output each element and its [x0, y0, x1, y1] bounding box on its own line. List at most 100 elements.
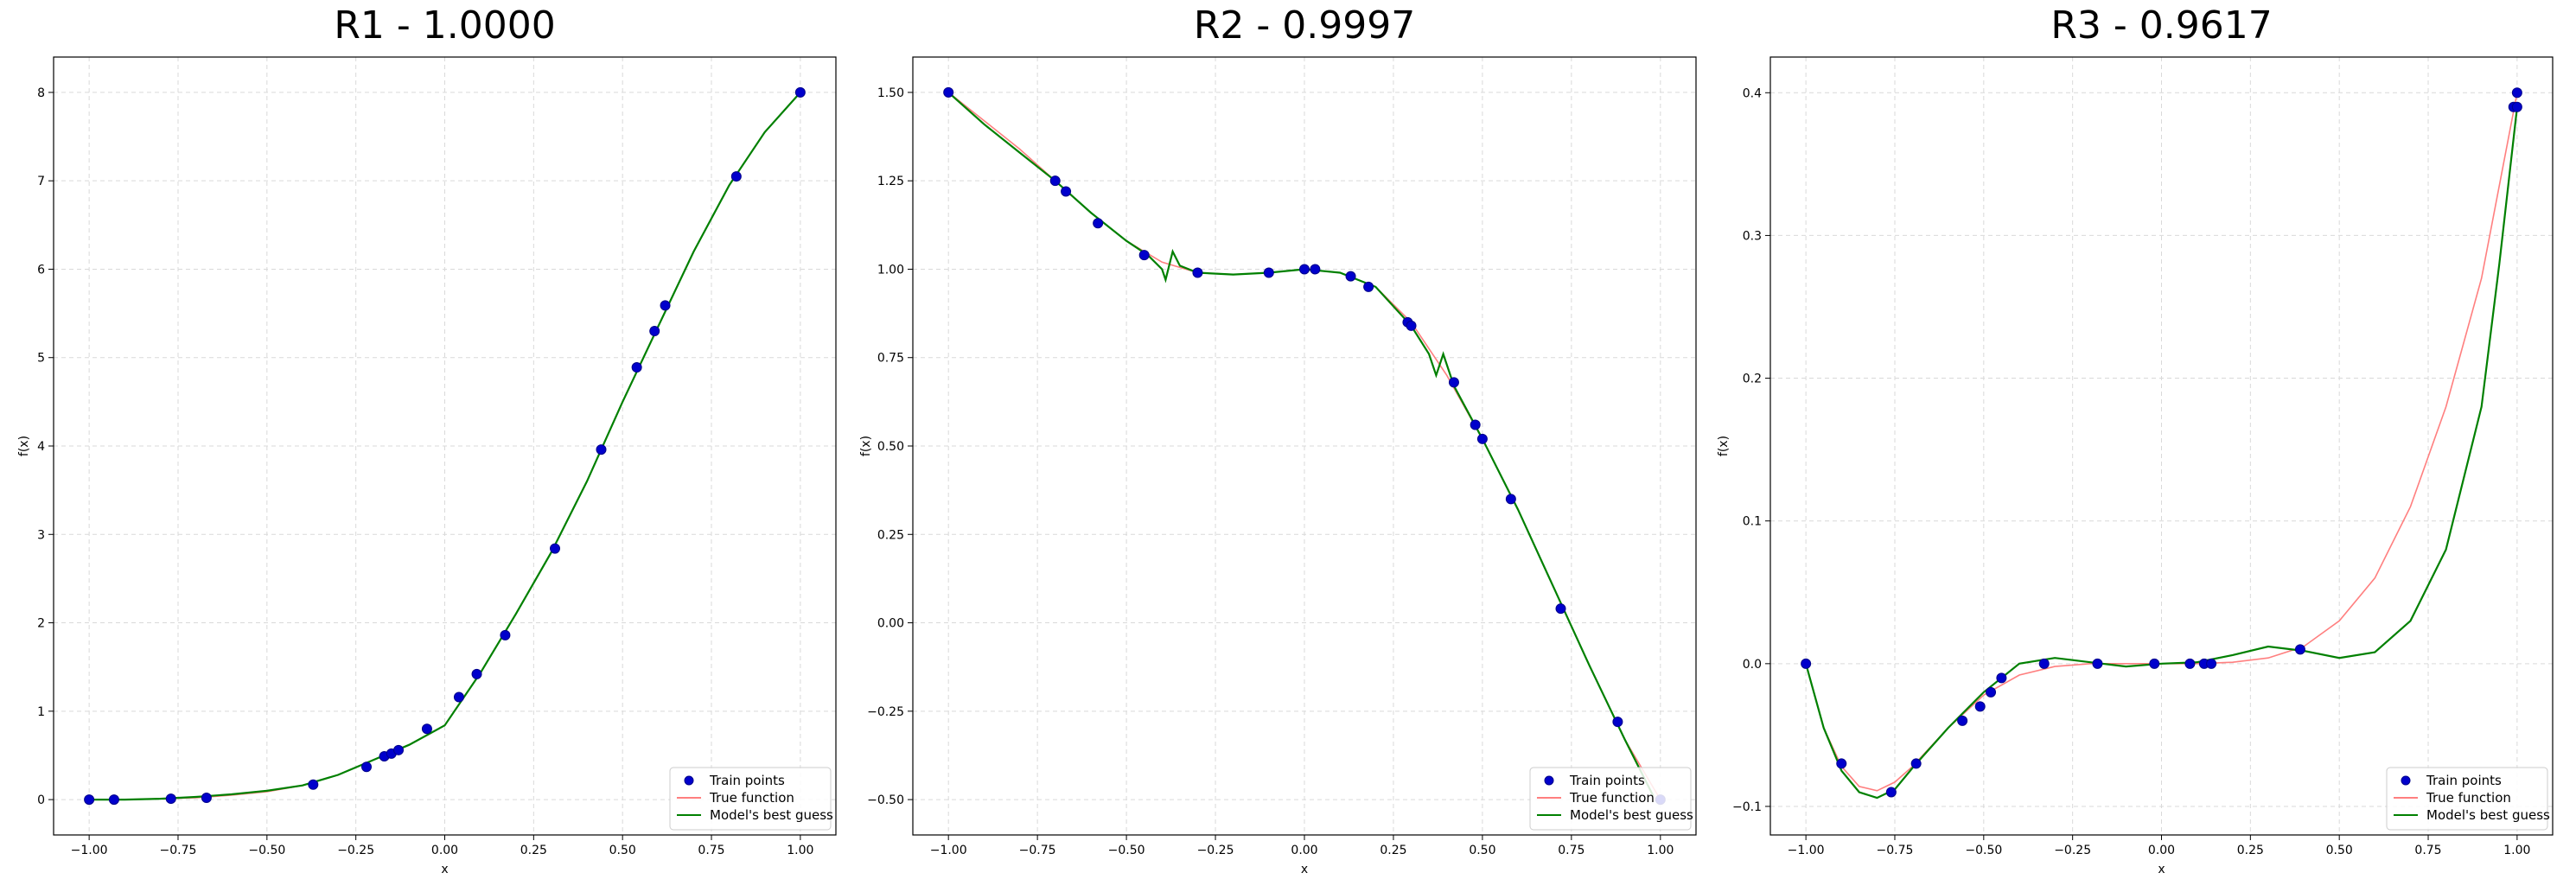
y-tick-label: 0.3 — [1743, 229, 1762, 243]
train-point — [1505, 494, 1516, 505]
train-point — [596, 444, 607, 456]
train-point — [165, 793, 176, 805]
x-tick-label: 0.50 — [2326, 844, 2353, 857]
train-point — [108, 794, 119, 806]
legend-marker-train — [2401, 775, 2411, 786]
x-tick-label: 0.75 — [2414, 844, 2441, 857]
chart-panel-1: −1.00 −0.75 −0.50 −0.25 0.00 0.25 0.50 0.75 1.00… — [17, 3, 837, 876]
x-tick-label: −1.00 — [1788, 844, 1825, 857]
y-tick-label: −0.25 — [867, 705, 904, 719]
legend-label: True function — [2426, 790, 2511, 806]
train-point — [393, 744, 405, 755]
train-point — [84, 794, 95, 806]
train-point — [1345, 271, 1356, 282]
chart-panel-2: −1.00 −0.75 −0.50 −0.25 0.00 0.25 0.50 0.75 1.00… — [859, 3, 1697, 876]
x-tick-label: −1.00 — [71, 844, 108, 857]
train-point — [2511, 87, 2522, 99]
train-point — [201, 793, 212, 804]
y-tick-label: 0.00 — [877, 617, 904, 631]
train-point — [1299, 264, 1310, 275]
y-tick-label: 3 — [37, 528, 45, 542]
legend-label: Train points — [709, 773, 785, 788]
train-point — [308, 779, 319, 790]
train-point — [471, 668, 482, 679]
x-tick-label: −0.50 — [248, 844, 285, 857]
y-tick-label: 8 — [37, 86, 45, 100]
train-point — [1836, 758, 1847, 769]
legend-marker-train — [1544, 775, 1554, 786]
train-point — [1885, 787, 1897, 798]
x-tick-label: 1.00 — [787, 844, 813, 857]
legend-label: True function — [709, 790, 794, 806]
train-point — [1612, 717, 1623, 728]
train-point — [361, 761, 372, 773]
train-point — [453, 691, 464, 703]
train-point — [2149, 658, 2160, 669]
train-point — [1974, 701, 1986, 712]
train-point — [1996, 672, 2007, 684]
chart-title: R3 - 0.9617 — [2050, 3, 2272, 48]
x-tick-label: 1.00 — [2503, 844, 2530, 857]
y-tick-label: 7 — [37, 175, 45, 188]
y-tick-label: 0.25 — [877, 528, 904, 542]
legend-label: Model's best guess — [710, 807, 833, 823]
y-tick-label: −0.50 — [867, 793, 904, 807]
model-guess-line — [947, 92, 1655, 797]
y-tick-label: 0.2 — [1743, 373, 1762, 386]
x-tick-label: −0.50 — [1965, 844, 2002, 857]
x-tick-label: −0.75 — [1877, 844, 1914, 857]
legend-box — [669, 767, 832, 831]
x-tick-label: 0.75 — [698, 844, 724, 857]
y-tick-label: 0.50 — [877, 440, 904, 454]
train-point — [1555, 603, 1566, 615]
x-tick-label: 0.50 — [1469, 844, 1495, 857]
legend-label: Model's best guess — [2426, 807, 2550, 823]
train-point — [1310, 264, 1321, 275]
y-tick-label: 0.4 — [1743, 86, 1762, 100]
chart-title: R2 - 0.9997 — [1194, 3, 1415, 48]
x-tick-label: −0.75 — [160, 844, 197, 857]
y-tick-label: 2 — [37, 617, 45, 631]
legend-marker-train — [684, 775, 694, 786]
y-tick-label: 0.1 — [1743, 515, 1762, 529]
x-axis-label: x — [1301, 863, 1308, 876]
train-point — [2184, 658, 2196, 669]
train-point — [1192, 267, 1203, 278]
train-point — [1363, 281, 1374, 292]
x-axis-label: x — [441, 863, 448, 876]
x-tick-label: 0.00 — [1291, 844, 1317, 857]
train-point — [1801, 658, 1812, 669]
train-point — [943, 86, 954, 98]
train-point — [730, 171, 742, 182]
train-point — [1476, 433, 1488, 444]
y-tick-label: −0.1 — [1732, 800, 1762, 814]
y-tick-label: 5 — [37, 352, 45, 366]
x-tick-label: 1.00 — [1647, 844, 1674, 857]
y-axis-label: f(x) — [1717, 436, 1731, 456]
train-point — [1986, 686, 1997, 698]
legend-label: Train points — [2426, 773, 2502, 788]
train-point — [500, 629, 511, 640]
train-point — [1138, 250, 1150, 261]
x-tick-label: 0.00 — [431, 844, 458, 857]
train-point — [1049, 175, 1061, 187]
y-tick-label: 1.50 — [877, 86, 904, 100]
y-tick-label: 1.00 — [877, 263, 904, 277]
legend-label: True function — [1569, 790, 1655, 806]
model-guess-line — [1805, 106, 2518, 800]
x-tick-label: −0.25 — [1197, 844, 1234, 857]
train-point — [2206, 658, 2217, 669]
train-point — [1093, 218, 1104, 229]
y-tick-label: 6 — [37, 263, 45, 277]
x-tick-label: −0.25 — [337, 844, 374, 857]
x-axis-label: x — [2158, 863, 2165, 876]
x-tick-label: 0.00 — [2148, 844, 2175, 857]
train-point — [1263, 267, 1274, 278]
train-point — [1406, 320, 1417, 331]
y-tick-label: 0.75 — [877, 352, 904, 366]
y-axis-label: f(x) — [859, 436, 873, 456]
